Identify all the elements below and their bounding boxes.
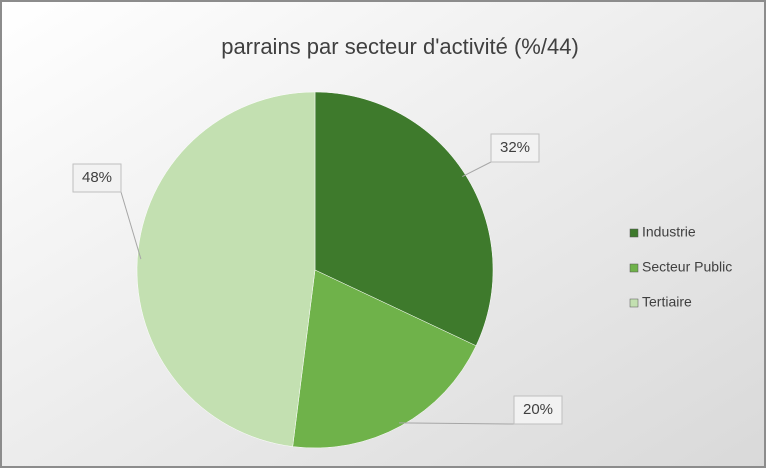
data-label-box (490, 133, 540, 163)
data-label-box (72, 163, 122, 193)
data-label: 32% (500, 139, 530, 156)
legend-label: Tertiaire (642, 294, 692, 310)
leader-line (399, 422, 515, 425)
leader-line (462, 161, 492, 177)
legend-swatch (629, 298, 639, 308)
leader-line (120, 191, 142, 260)
chart-title: parrains par secteur d'activité (%/44) (221, 34, 579, 59)
pie-slice (292, 269, 477, 449)
pie-slice (136, 91, 316, 447)
data-label-box (513, 395, 563, 425)
data-label: 48% (82, 169, 112, 186)
legend-label: Industrie (642, 224, 696, 240)
legend-label: Secteur Public (642, 259, 732, 275)
data-label: 20% (523, 401, 553, 418)
legend-swatch (629, 263, 639, 273)
legend-swatch (629, 228, 639, 238)
